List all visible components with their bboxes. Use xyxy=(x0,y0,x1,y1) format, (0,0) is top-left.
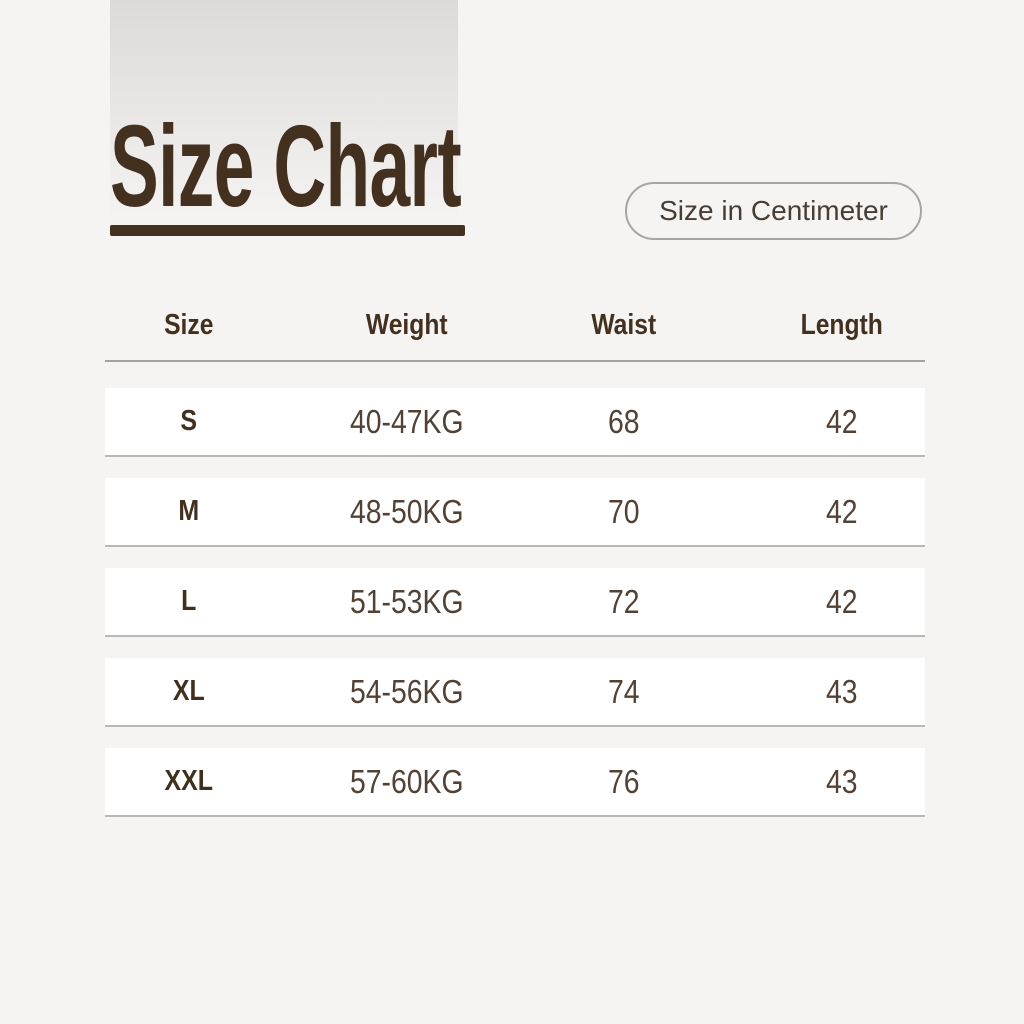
waist-cell: 74 xyxy=(607,672,640,710)
waist-cell: 70 xyxy=(607,492,640,530)
table-row: XXL 57-60KG 76 43 xyxy=(105,748,925,817)
weight-cell: 40-47KG xyxy=(349,402,464,440)
size-table: Size Weight Waist Length S 40-47KG 68 42… xyxy=(105,290,925,838)
table-row: S 40-47KG 68 42 xyxy=(105,388,925,457)
table-header-row: Size Weight Waist Length xyxy=(80,290,950,360)
table-row: M 48-50KG 70 42 xyxy=(105,478,925,547)
weight-cell: 48-50KG xyxy=(349,492,464,530)
column-header-weight: Weight xyxy=(365,308,448,341)
length-cell: 43 xyxy=(825,672,858,710)
length-cell: 43 xyxy=(825,762,858,800)
size-cell: XXL xyxy=(164,765,214,797)
size-cell: S xyxy=(180,405,198,437)
page-title: Size Chart xyxy=(110,101,462,231)
waist-cell: 76 xyxy=(607,762,640,800)
table-row: XL 54-56KG 74 43 xyxy=(105,658,925,727)
length-cell: 42 xyxy=(825,402,858,440)
unit-badge-label: Size in Centimeter xyxy=(659,195,888,226)
column-header-waist: Waist xyxy=(591,308,657,341)
waist-cell: 68 xyxy=(607,402,640,440)
header-divider xyxy=(105,360,925,362)
waist-cell: 72 xyxy=(607,582,640,620)
size-cell: L xyxy=(181,585,197,617)
table-row: L 51-53KG 72 42 xyxy=(105,568,925,637)
length-cell: 42 xyxy=(825,492,858,530)
column-header-size: Size xyxy=(164,308,214,341)
weight-cell: 57-60KG xyxy=(349,762,464,800)
size-cell: M xyxy=(178,495,200,527)
weight-cell: 54-56KG xyxy=(349,672,464,710)
length-cell: 42 xyxy=(825,582,858,620)
title-backdrop-gradient xyxy=(110,0,458,224)
column-header-length: Length xyxy=(800,308,883,341)
size-cell: XL xyxy=(172,675,205,707)
title-underline xyxy=(110,225,465,236)
weight-cell: 51-53KG xyxy=(349,582,464,620)
table-body: S 40-47KG 68 42 M 48-50KG 70 42 L 51-53K… xyxy=(105,362,925,817)
unit-badge: Size in Centimeter xyxy=(625,182,922,240)
